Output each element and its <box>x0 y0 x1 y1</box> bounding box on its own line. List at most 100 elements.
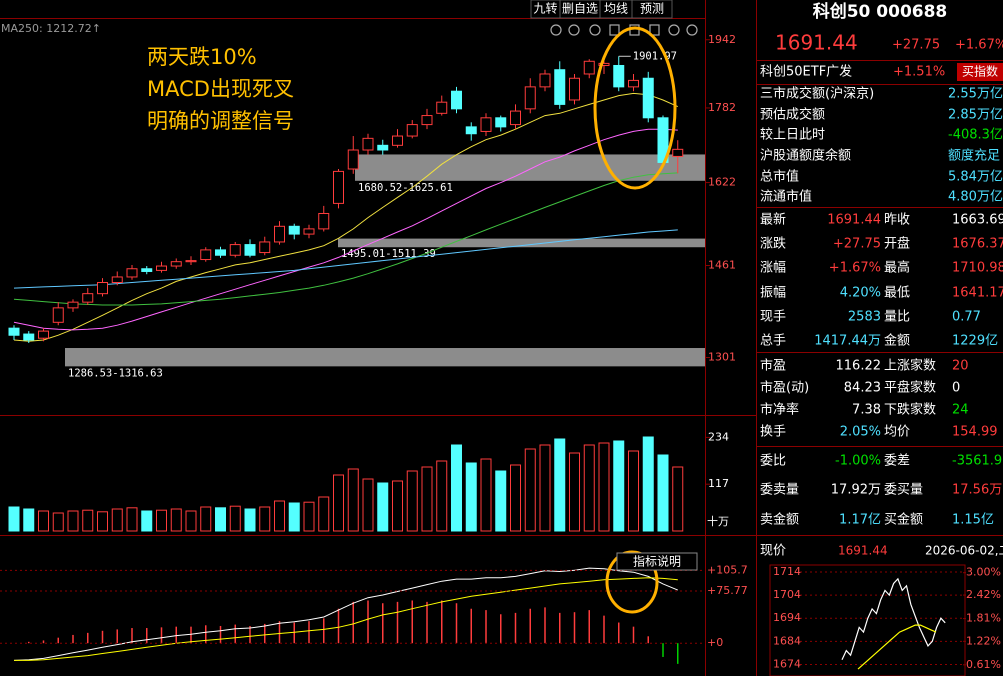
field-label: 市净率 <box>760 402 799 418</box>
y-tick-label: 1301 <box>708 350 736 363</box>
moving-average-line <box>13 172 678 306</box>
candle-body <box>141 268 153 272</box>
volume-bar <box>347 468 359 532</box>
volume-bar <box>274 500 285 532</box>
field-value: 1691.44 <box>827 213 881 228</box>
indicator-button-label[interactable]: 指标说明 <box>633 554 681 569</box>
volume-bar <box>628 450 639 532</box>
field-label: 涨幅 <box>760 261 786 276</box>
y-tick-label: 1622 <box>708 176 736 189</box>
market-value: 2.55万亿 <box>948 87 1003 102</box>
field-label: 量比 <box>884 310 910 325</box>
candle-body <box>185 260 197 263</box>
indicator-button[interactable] <box>616 552 698 571</box>
y-tick-label: +75.77 <box>707 584 748 597</box>
toolbar-button-label[interactable]: 九转 <box>533 1 557 16</box>
support-band <box>65 348 705 367</box>
volume-bar <box>333 474 344 532</box>
volume-bar <box>141 510 153 532</box>
y-tick-label: +105.7 <box>707 563 748 576</box>
candle-body <box>288 225 300 235</box>
volume-bar <box>406 470 418 532</box>
candle-body <box>642 77 654 119</box>
candle-body <box>598 62 610 66</box>
toolbar-icons <box>550 24 698 36</box>
market-label: 流通市值 <box>760 189 812 205</box>
field-value: 84.23 <box>844 381 881 396</box>
field-value: 1641.17 <box>952 286 1003 301</box>
y-tick-label: 1782 <box>708 101 736 114</box>
toolbar-button[interactable] <box>631 0 673 19</box>
quote-price: 1691.44 <box>775 31 858 55</box>
field-value: 7.38 <box>852 403 881 418</box>
volume-bar <box>642 436 654 532</box>
field-label: 最高 <box>884 260 910 276</box>
candle-body <box>156 265 167 271</box>
candle-body <box>613 64 625 88</box>
volume-bar <box>38 510 49 532</box>
field-label: 市盈 <box>760 358 786 374</box>
y-tick-label: 1674 <box>773 657 801 670</box>
market-label: 沪股通额度余额 <box>760 148 851 164</box>
field-value: 1229亿 <box>952 334 998 349</box>
annotation: 两天跌10% <box>147 45 257 69</box>
volume-bar <box>82 509 94 532</box>
field-value: 2583 <box>848 310 881 325</box>
field-label: 委差 <box>884 454 910 469</box>
candle-body <box>82 293 94 303</box>
field-label: 平盘家数 <box>884 380 936 396</box>
candle-body <box>569 77 580 101</box>
volume-bar <box>215 507 226 532</box>
field-value: 1663.69 <box>952 213 1003 228</box>
y-tick-label: 1684 <box>773 634 801 647</box>
etf-button-label[interactable]: 买指数 <box>962 64 998 79</box>
intraday-price: 1691.44 <box>838 544 888 558</box>
candle-body <box>421 115 433 126</box>
volume-bar <box>23 508 35 532</box>
candle-body <box>554 69 566 105</box>
candle-body <box>672 148 684 157</box>
field-label: 总手 <box>760 334 786 349</box>
support-band-label: 1680.52-1625.61 <box>358 182 453 194</box>
field-label: 委卖量 <box>760 483 799 498</box>
field-label: 最新 <box>760 212 786 228</box>
field-label: 开盘 <box>884 236 910 252</box>
field-label: 昨收 <box>884 213 910 228</box>
field-value: 1.17亿 <box>839 513 881 528</box>
candle-body <box>436 101 448 114</box>
candle-body <box>318 212 330 230</box>
unit-label: 十万 <box>707 514 729 528</box>
candle-body <box>524 86 536 110</box>
toolbar-button-label[interactable]: 预测 <box>640 2 664 16</box>
volume-bar <box>67 510 79 532</box>
candle-body <box>406 124 418 137</box>
field-label: 上涨家数 <box>884 358 936 374</box>
field-value: 4.20% <box>840 286 881 301</box>
quote-change: +27.75 <box>892 38 940 53</box>
quote-panel: 科创50 000688 1691.44 +27.75 +1.67% 科创50ETF广发 +… <box>760 1 1003 528</box>
candle-body <box>451 90 462 110</box>
support-band <box>355 154 705 181</box>
field-value: 1676.37 <box>952 237 1003 252</box>
candle-body <box>465 126 477 135</box>
field-label: 最低 <box>884 286 910 301</box>
field-label: 买金额 <box>884 512 923 528</box>
field-label: 现手 <box>760 310 786 325</box>
etf-change: +1.51% <box>893 65 945 80</box>
candle-body <box>215 249 226 256</box>
intraday-title: 现价 <box>760 544 786 559</box>
toolbar-button-label[interactable]: 均线 <box>604 2 628 16</box>
toolbar-button-label[interactable]: 删自选 <box>562 2 598 16</box>
y2-tick-label: 3.00% <box>966 566 1001 579</box>
candle-body <box>347 149 359 170</box>
y2-tick-label: 1.81% <box>966 612 1001 625</box>
etf-button[interactable] <box>957 63 1003 81</box>
volume-bar <box>569 452 580 532</box>
volume-bar <box>200 506 212 532</box>
volume-bar <box>510 464 521 532</box>
field-value: 1.15亿 <box>952 513 994 528</box>
candle-body <box>97 281 108 295</box>
candle-body <box>259 241 271 254</box>
y2-tick-label: 1.22% <box>966 634 1001 647</box>
